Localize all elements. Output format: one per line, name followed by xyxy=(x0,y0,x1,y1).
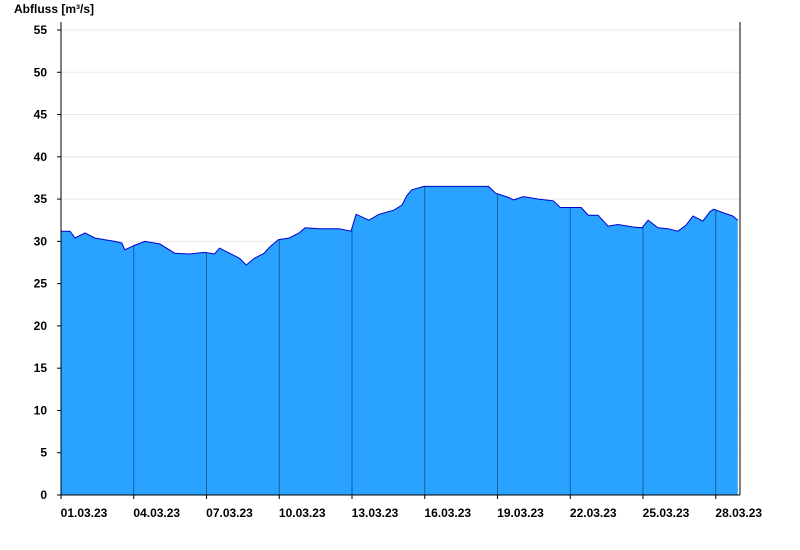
y-axis-label: Abfluss [m³/s] xyxy=(14,2,94,16)
x-tick-label: 25.03.23 xyxy=(643,506,690,520)
y-tick-label: 35 xyxy=(34,192,48,206)
y-tick-label: 15 xyxy=(34,361,48,375)
x-tick-label: 28.03.23 xyxy=(715,506,762,520)
x-tick-label: 19.03.23 xyxy=(497,506,544,520)
y-tick-label: 30 xyxy=(34,234,48,248)
y-tick-label: 5 xyxy=(40,446,47,460)
x-tick-label: 22.03.23 xyxy=(570,506,617,520)
y-tick-label: 55 xyxy=(34,23,48,37)
y-tick-label: 25 xyxy=(34,277,48,291)
y-tick-label: 40 xyxy=(34,150,48,164)
y-tick-label: 45 xyxy=(34,108,48,122)
y-tick-label: 20 xyxy=(34,319,48,333)
y-tick-label: 50 xyxy=(34,65,48,79)
area xyxy=(61,186,738,495)
x-tick-label: 10.03.23 xyxy=(279,506,326,520)
x-tick-label: 16.03.23 xyxy=(424,506,471,520)
x-tick-label: 04.03.23 xyxy=(133,506,180,520)
y-tick-label: 0 xyxy=(40,488,47,502)
y-tick-label: 10 xyxy=(34,403,48,417)
area-outline xyxy=(61,185,739,266)
x-tick-label: 01.03.23 xyxy=(61,506,108,520)
x-tick-label: 13.03.23 xyxy=(352,506,399,520)
x-tick-label: 07.03.23 xyxy=(206,506,253,520)
